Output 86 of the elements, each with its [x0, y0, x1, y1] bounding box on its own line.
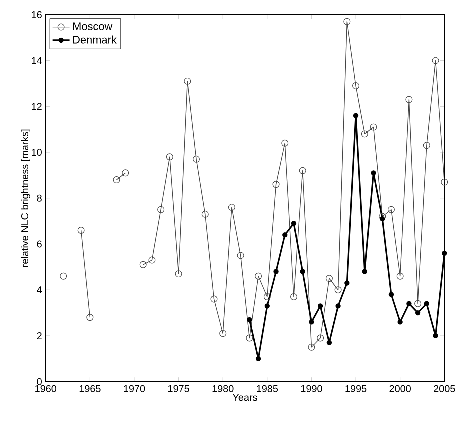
point	[353, 113, 359, 119]
point	[336, 304, 341, 309]
point	[317, 334, 324, 342]
point	[361, 130, 368, 138]
point	[326, 275, 333, 282]
y-axis-title: relative NLC brightness [marks]	[21, 130, 30, 268]
point	[256, 356, 262, 362]
point	[308, 344, 316, 352]
point	[442, 250, 448, 256]
point	[237, 252, 244, 260]
point	[406, 301, 412, 307]
x-tick-label: 2005	[434, 385, 456, 393]
point	[299, 168, 306, 175]
point	[193, 156, 200, 164]
point	[282, 232, 288, 238]
point	[300, 269, 306, 274]
point	[441, 178, 448, 186]
x-tick-label: 1975	[168, 385, 190, 393]
point	[424, 301, 430, 307]
point	[148, 256, 156, 264]
point	[264, 294, 271, 301]
y-tick-label: 2	[37, 332, 42, 340]
x-axis-title: Years	[232, 394, 258, 402]
point	[396, 273, 404, 280]
y-tick-label: 16	[32, 12, 42, 19]
y-tick-label: 12	[32, 103, 42, 110]
point	[362, 269, 368, 274]
y-tick-label: 10	[32, 149, 42, 156]
point	[380, 216, 386, 222]
x-tick-label: 1965	[80, 385, 101, 393]
y-tick-label: 8	[37, 195, 42, 202]
point	[246, 334, 254, 342]
point	[344, 280, 350, 286]
point	[166, 154, 174, 161]
x-tick-label: 1985	[257, 385, 278, 393]
point	[140, 262, 147, 269]
point	[272, 181, 280, 188]
point	[60, 273, 68, 280]
point	[388, 292, 394, 298]
point	[290, 294, 298, 301]
x-tick-label: 1990	[301, 385, 322, 393]
point	[326, 340, 332, 346]
legend-label: Moscow	[73, 22, 113, 31]
point	[158, 206, 165, 214]
point	[86, 314, 94, 322]
point	[264, 304, 270, 309]
point	[432, 57, 440, 64]
point	[433, 334, 438, 339]
point	[334, 286, 342, 294]
legend-label: Denmark	[73, 36, 117, 44]
point	[175, 270, 182, 278]
point	[291, 221, 297, 226]
point	[247, 317, 252, 323]
point	[318, 304, 324, 309]
point	[184, 78, 192, 86]
point	[274, 269, 279, 274]
x-tick-label: 1995	[346, 385, 367, 393]
point	[220, 330, 227, 338]
point	[371, 170, 376, 176]
y-tick-label: 4	[37, 286, 42, 294]
point	[113, 176, 120, 184]
point	[388, 206, 395, 214]
point	[352, 82, 360, 90]
y-tick-label: 0	[37, 378, 42, 386]
x-tick-label: 1970	[124, 385, 146, 393]
y-tick-label: 6	[37, 240, 42, 248]
point	[398, 320, 403, 325]
point	[309, 320, 314, 325]
point	[255, 273, 262, 280]
x-tick-label: 1960	[36, 385, 57, 393]
point	[379, 213, 386, 220]
point	[370, 124, 378, 131]
point	[414, 300, 422, 308]
x-tick-label: 2000	[390, 385, 411, 393]
x-tick-label: 1980	[212, 385, 234, 393]
point	[282, 140, 289, 147]
point	[202, 211, 209, 218]
point	[423, 142, 430, 150]
point	[78, 227, 85, 234]
point	[344, 18, 351, 26]
point	[415, 310, 421, 316]
point	[406, 96, 413, 104]
point	[228, 204, 236, 212]
y-tick-label: 14	[32, 58, 42, 64]
point	[122, 170, 130, 177]
point	[210, 296, 218, 303]
